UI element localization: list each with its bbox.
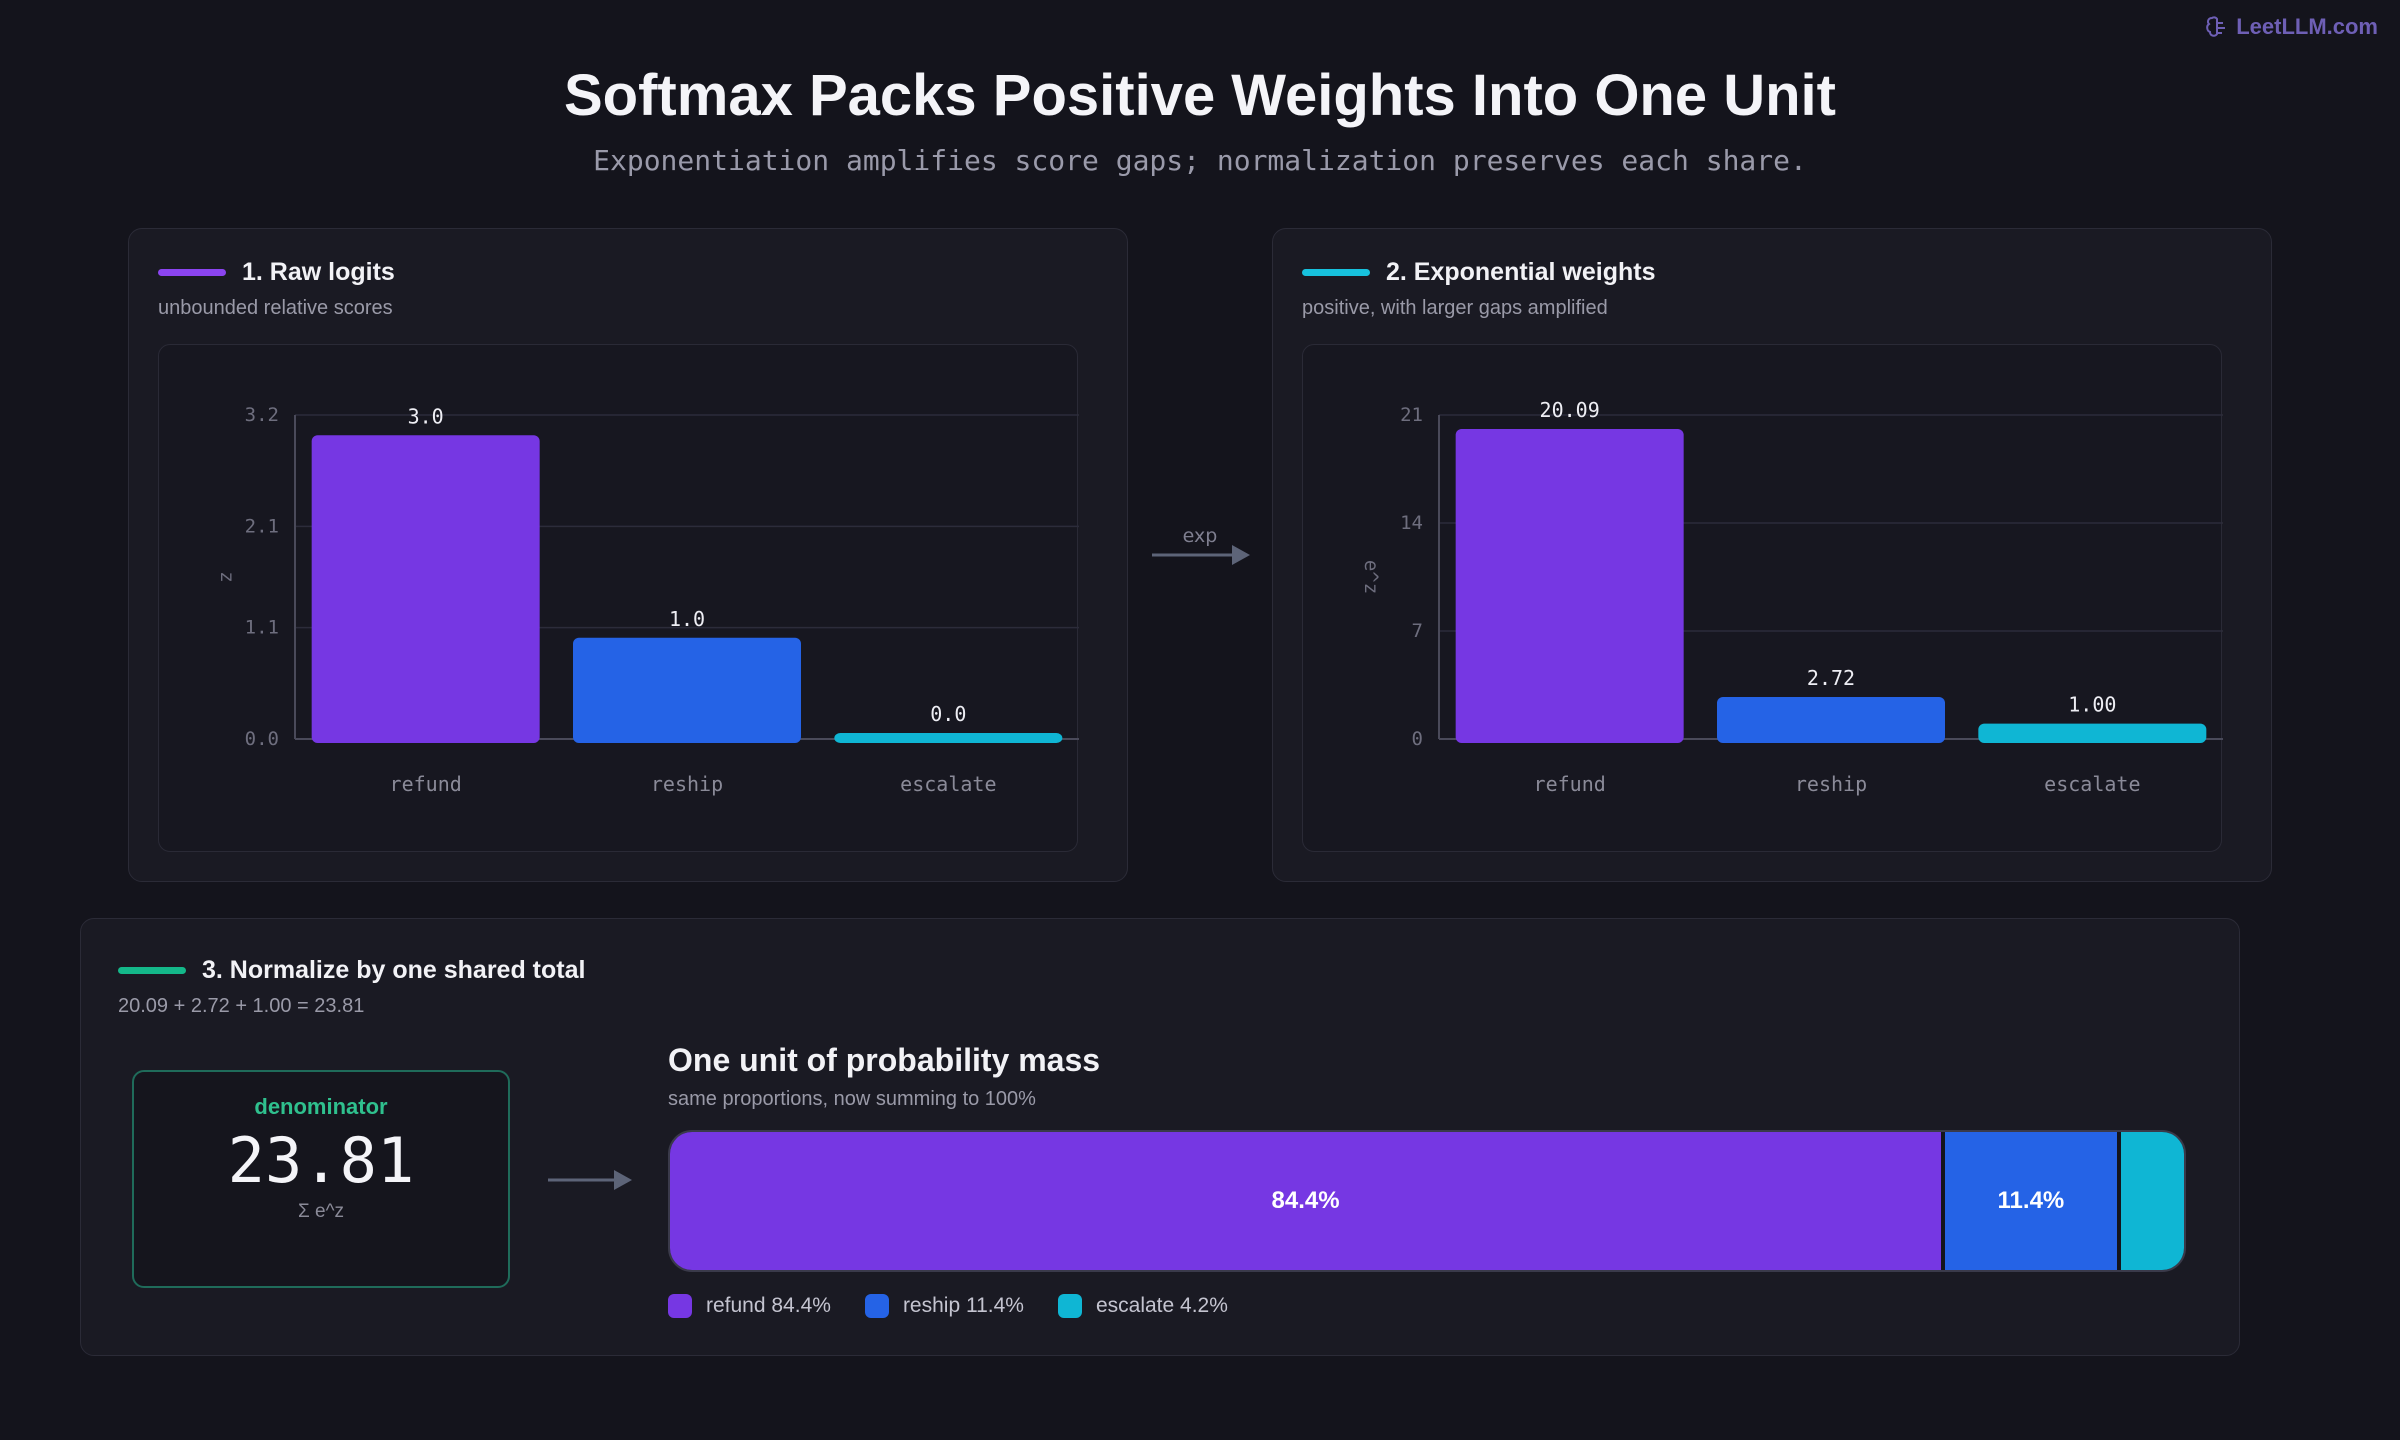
exp-ytick-label: 0 [1412, 728, 1423, 750]
chart-exponential-weights: 0 7 14 21 e^z 20.09 refund 2.72 reship 1.00 escala… [1360, 398, 2223, 796]
exp-y-axis-label: e^z [1360, 560, 1382, 594]
exp-bar-refund [1455, 429, 1684, 743]
panel3-subtitle: 20.09 + 2.72 + 1.00 = 23.81 [118, 995, 365, 1017]
legend-swatch-refund [668, 1294, 692, 1318]
exp-value-label-escalate: 1.00 [2068, 693, 2116, 717]
probability-stacked-bar: 84.4% 11.4% [668, 1130, 2186, 1272]
legend-label-escalate: escalate 4.2% [1095, 1294, 1228, 1317]
logits-category-label-escalate: escalate [900, 772, 996, 796]
logits-ytick-label: 0.0 [245, 728, 279, 750]
logits-value-label-reship: 1.0 [669, 607, 705, 631]
denominator-card: denominator 23.81 Σ e^z [132, 1070, 510, 1288]
logits-value-label-escalate: 0.0 [930, 702, 966, 726]
legend-label-refund: refund 84.4% [706, 1294, 831, 1317]
brand-logo[interactable]: LeetLLM.com [2204, 14, 2378, 40]
page-subtitle: Exponentiation amplifies score gaps; nor… [593, 144, 1807, 177]
denominator-label: denominator [254, 1094, 388, 1119]
panel1-accent-bar [158, 269, 226, 276]
legend-label-reship: reship 11.4% [902, 1294, 1024, 1317]
segment-escalate [2116, 1132, 2184, 1270]
exp-ytick-label: 14 [1400, 512, 1423, 534]
logits-ytick-label: 2.1 [245, 515, 279, 537]
logits-ytick-label: 1.1 [245, 617, 279, 639]
panel1-chart-frame: 0.0 1.1 2.1 3.2 z 3.0 refund 1.0 reship 0.0 escala… [158, 344, 1079, 852]
legend-item-refund: refund 84.4% [668, 1294, 831, 1318]
segment-reship: 11.4% [1941, 1132, 2117, 1270]
panel1-title-text: 1. Raw logits [242, 258, 395, 286]
exp-arrow-label: exp [1183, 525, 1218, 547]
panel2-title-text: 2. Exponential weights [1386, 258, 1656, 286]
logits-bar-escalate [834, 733, 1063, 743]
exp-ytick-label: 7 [1412, 620, 1423, 642]
exp-value-label-refund: 20.09 [1540, 398, 1600, 422]
legend-item-reship: reship 11.4% [864, 1294, 1024, 1318]
normalize-arrow [548, 1170, 632, 1190]
legend-item-escalate: escalate 4.2% [1057, 1294, 1228, 1318]
panel3-title: 3. Normalize by one shared total [118, 956, 585, 985]
panel2-subtitle: positive, with larger gaps amplified [1302, 297, 1608, 319]
panel1-title: 1. Raw logits [158, 258, 395, 287]
legend-swatch-escalate [1057, 1294, 1082, 1318]
logits-y-axis-label: z [216, 571, 238, 582]
denominator-value: 23.81 [227, 1124, 415, 1197]
logits-bar-refund [311, 435, 540, 743]
exp-arrow: exp [1152, 525, 1250, 565]
panel3-title-text: 3. Normalize by one shared total [202, 956, 586, 984]
exp-bar-escalate [1978, 723, 2207, 743]
logits-value-label-refund: 3.0 [408, 404, 444, 428]
exp-value-label-reship: 2.72 [1807, 666, 1855, 690]
logits-category-label-reship: reship [651, 772, 723, 796]
exp-category-label-reship: reship [1795, 772, 1867, 796]
panel1-subtitle: unbounded relative scores [158, 297, 393, 319]
chart-raw-logits: 0.0 1.1 2.1 3.2 z 3.0 refund 1.0 reship 0.0 escala… [216, 404, 1079, 796]
brain-icon [2206, 16, 2226, 37]
brand-text: LeetLLM.com [2236, 14, 2378, 39]
probability-legend: refund 84.4% reship 11.4% escalate 4.2% [668, 1294, 1228, 1318]
probability-mass-subtitle: same proportions, now summing to 100% [668, 1088, 1036, 1110]
page-title: Softmax Packs Positive Weights Into One … [564, 63, 1836, 128]
logits-ytick-label: 3.2 [245, 404, 279, 426]
segment-refund: 84.4% [670, 1132, 1942, 1270]
legend-swatch-reship [864, 1294, 889, 1318]
panel2-title: 2. Exponential weights [1302, 258, 1656, 287]
exp-category-label-escalate: escalate [2044, 772, 2140, 796]
exp-category-label-refund: refund [1534, 772, 1606, 796]
exp-bar-reship [1717, 697, 1945, 743]
logits-category-label-refund: refund [390, 772, 462, 796]
logits-bar-reship [573, 637, 801, 743]
panel2-accent-bar [1302, 269, 1370, 276]
probability-mass-title: One unit of probability mass [668, 1042, 1101, 1078]
denominator-formula: Σ e^z [297, 1201, 344, 1222]
panel2-chart-frame: 0 7 14 21 e^z 20.09 refund 2.72 reship 1.00 escala… [1302, 344, 2223, 852]
exp-ytick-label: 21 [1400, 404, 1423, 426]
panel3-accent-bar [118, 967, 186, 974]
